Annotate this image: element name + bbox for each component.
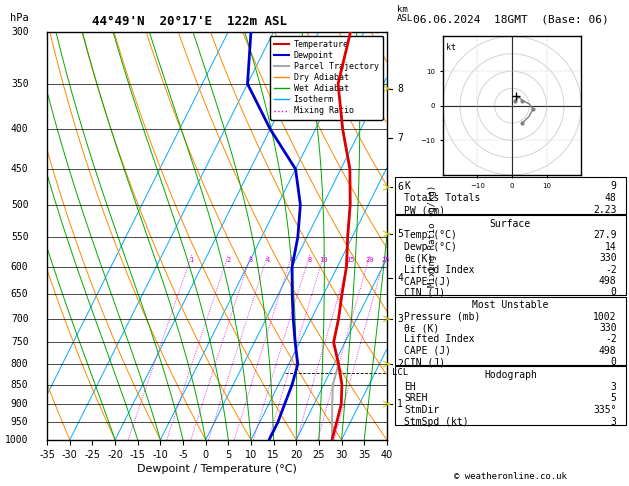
Text: 6: 6 <box>397 182 403 192</box>
Text: PW (cm): PW (cm) <box>404 205 445 215</box>
Text: 06.06.2024  18GMT  (Base: 06): 06.06.2024 18GMT (Base: 06) <box>413 15 608 25</box>
Text: 300: 300 <box>11 27 28 36</box>
Text: -2: -2 <box>605 264 616 275</box>
Text: Lifted Index: Lifted Index <box>404 334 475 345</box>
Text: 1: 1 <box>189 257 194 263</box>
Text: 1002: 1002 <box>593 312 616 322</box>
Text: CAPE (J): CAPE (J) <box>404 346 451 356</box>
Text: StmDir: StmDir <box>404 405 440 415</box>
Text: Totals Totals: Totals Totals <box>404 193 481 203</box>
X-axis label: Dewpoint / Temperature (°C): Dewpoint / Temperature (°C) <box>137 464 297 474</box>
Text: 498: 498 <box>599 346 616 356</box>
Text: hPa: hPa <box>9 14 28 23</box>
Text: 2.23: 2.23 <box>593 205 616 215</box>
Text: 25: 25 <box>381 257 389 263</box>
Text: 20: 20 <box>365 257 374 263</box>
Text: 750: 750 <box>11 337 28 347</box>
Text: 3: 3 <box>397 314 403 324</box>
Text: 15: 15 <box>346 257 355 263</box>
Text: Mixing Ratio (g/kg): Mixing Ratio (g/kg) <box>428 185 437 287</box>
Text: 3: 3 <box>611 382 616 392</box>
Text: kt: kt <box>446 43 456 52</box>
Text: 400: 400 <box>11 124 28 134</box>
Text: 700: 700 <box>11 314 28 324</box>
Text: Surface: Surface <box>490 219 531 229</box>
Text: 44°49'N  20°17'E  122m ASL: 44°49'N 20°17'E 122m ASL <box>92 15 287 28</box>
Text: 350: 350 <box>11 79 28 89</box>
Text: 500: 500 <box>11 200 28 210</box>
Text: 4: 4 <box>397 273 403 283</box>
Legend: Temperature, Dewpoint, Parcel Trajectory, Dry Adiabat, Wet Adiabat, Isotherm, Mi: Temperature, Dewpoint, Parcel Trajectory… <box>270 36 382 120</box>
Text: 5: 5 <box>397 229 403 239</box>
Text: EH: EH <box>404 382 416 392</box>
Text: 6: 6 <box>290 257 294 263</box>
Text: Lifted Index: Lifted Index <box>404 264 475 275</box>
Text: 650: 650 <box>11 289 28 299</box>
Text: 330: 330 <box>599 323 616 333</box>
Text: CIN (J): CIN (J) <box>404 357 445 367</box>
Text: 0: 0 <box>611 357 616 367</box>
Text: θε (K): θε (K) <box>404 323 440 333</box>
Text: CAPE (J): CAPE (J) <box>404 276 451 286</box>
Text: 8: 8 <box>397 84 403 94</box>
Text: 2: 2 <box>226 257 230 263</box>
Text: StmSpd (kt): StmSpd (kt) <box>404 417 469 427</box>
Text: 1000: 1000 <box>5 435 28 445</box>
Text: 850: 850 <box>11 380 28 390</box>
Text: 950: 950 <box>11 417 28 428</box>
Text: 800: 800 <box>11 359 28 369</box>
Text: 4: 4 <box>265 257 270 263</box>
Text: SREH: SREH <box>404 393 428 403</box>
Text: 550: 550 <box>11 232 28 242</box>
Text: 335°: 335° <box>593 405 616 415</box>
Text: 900: 900 <box>11 399 28 409</box>
Text: 27.9: 27.9 <box>593 230 616 240</box>
Text: θε(K): θε(K) <box>404 253 433 263</box>
Text: km
ASL: km ASL <box>397 5 413 23</box>
Text: 10: 10 <box>320 257 328 263</box>
Text: 48: 48 <box>605 193 616 203</box>
Text: Pressure (mb): Pressure (mb) <box>404 312 481 322</box>
Text: 5: 5 <box>611 393 616 403</box>
Text: 8: 8 <box>308 257 312 263</box>
Text: 0: 0 <box>611 287 616 297</box>
Text: 3: 3 <box>249 257 253 263</box>
Text: 2: 2 <box>397 359 403 369</box>
Text: 450: 450 <box>11 164 28 174</box>
Text: 14: 14 <box>605 242 616 252</box>
Text: Temp (°C): Temp (°C) <box>404 230 457 240</box>
Text: LCL: LCL <box>392 368 408 377</box>
Text: 1: 1 <box>397 399 403 409</box>
Text: 3: 3 <box>611 417 616 427</box>
Text: Dewp (°C): Dewp (°C) <box>404 242 457 252</box>
Text: 7: 7 <box>397 133 403 142</box>
Text: 9: 9 <box>611 181 616 191</box>
Text: CIN (J): CIN (J) <box>404 287 445 297</box>
Text: 498: 498 <box>599 276 616 286</box>
Text: K: K <box>404 181 410 191</box>
Text: Hodograph: Hodograph <box>484 370 537 380</box>
Text: 600: 600 <box>11 261 28 272</box>
Text: Most Unstable: Most Unstable <box>472 300 548 311</box>
Text: -2: -2 <box>605 334 616 345</box>
Text: © weatheronline.co.uk: © weatheronline.co.uk <box>454 472 567 481</box>
Text: 330: 330 <box>599 253 616 263</box>
